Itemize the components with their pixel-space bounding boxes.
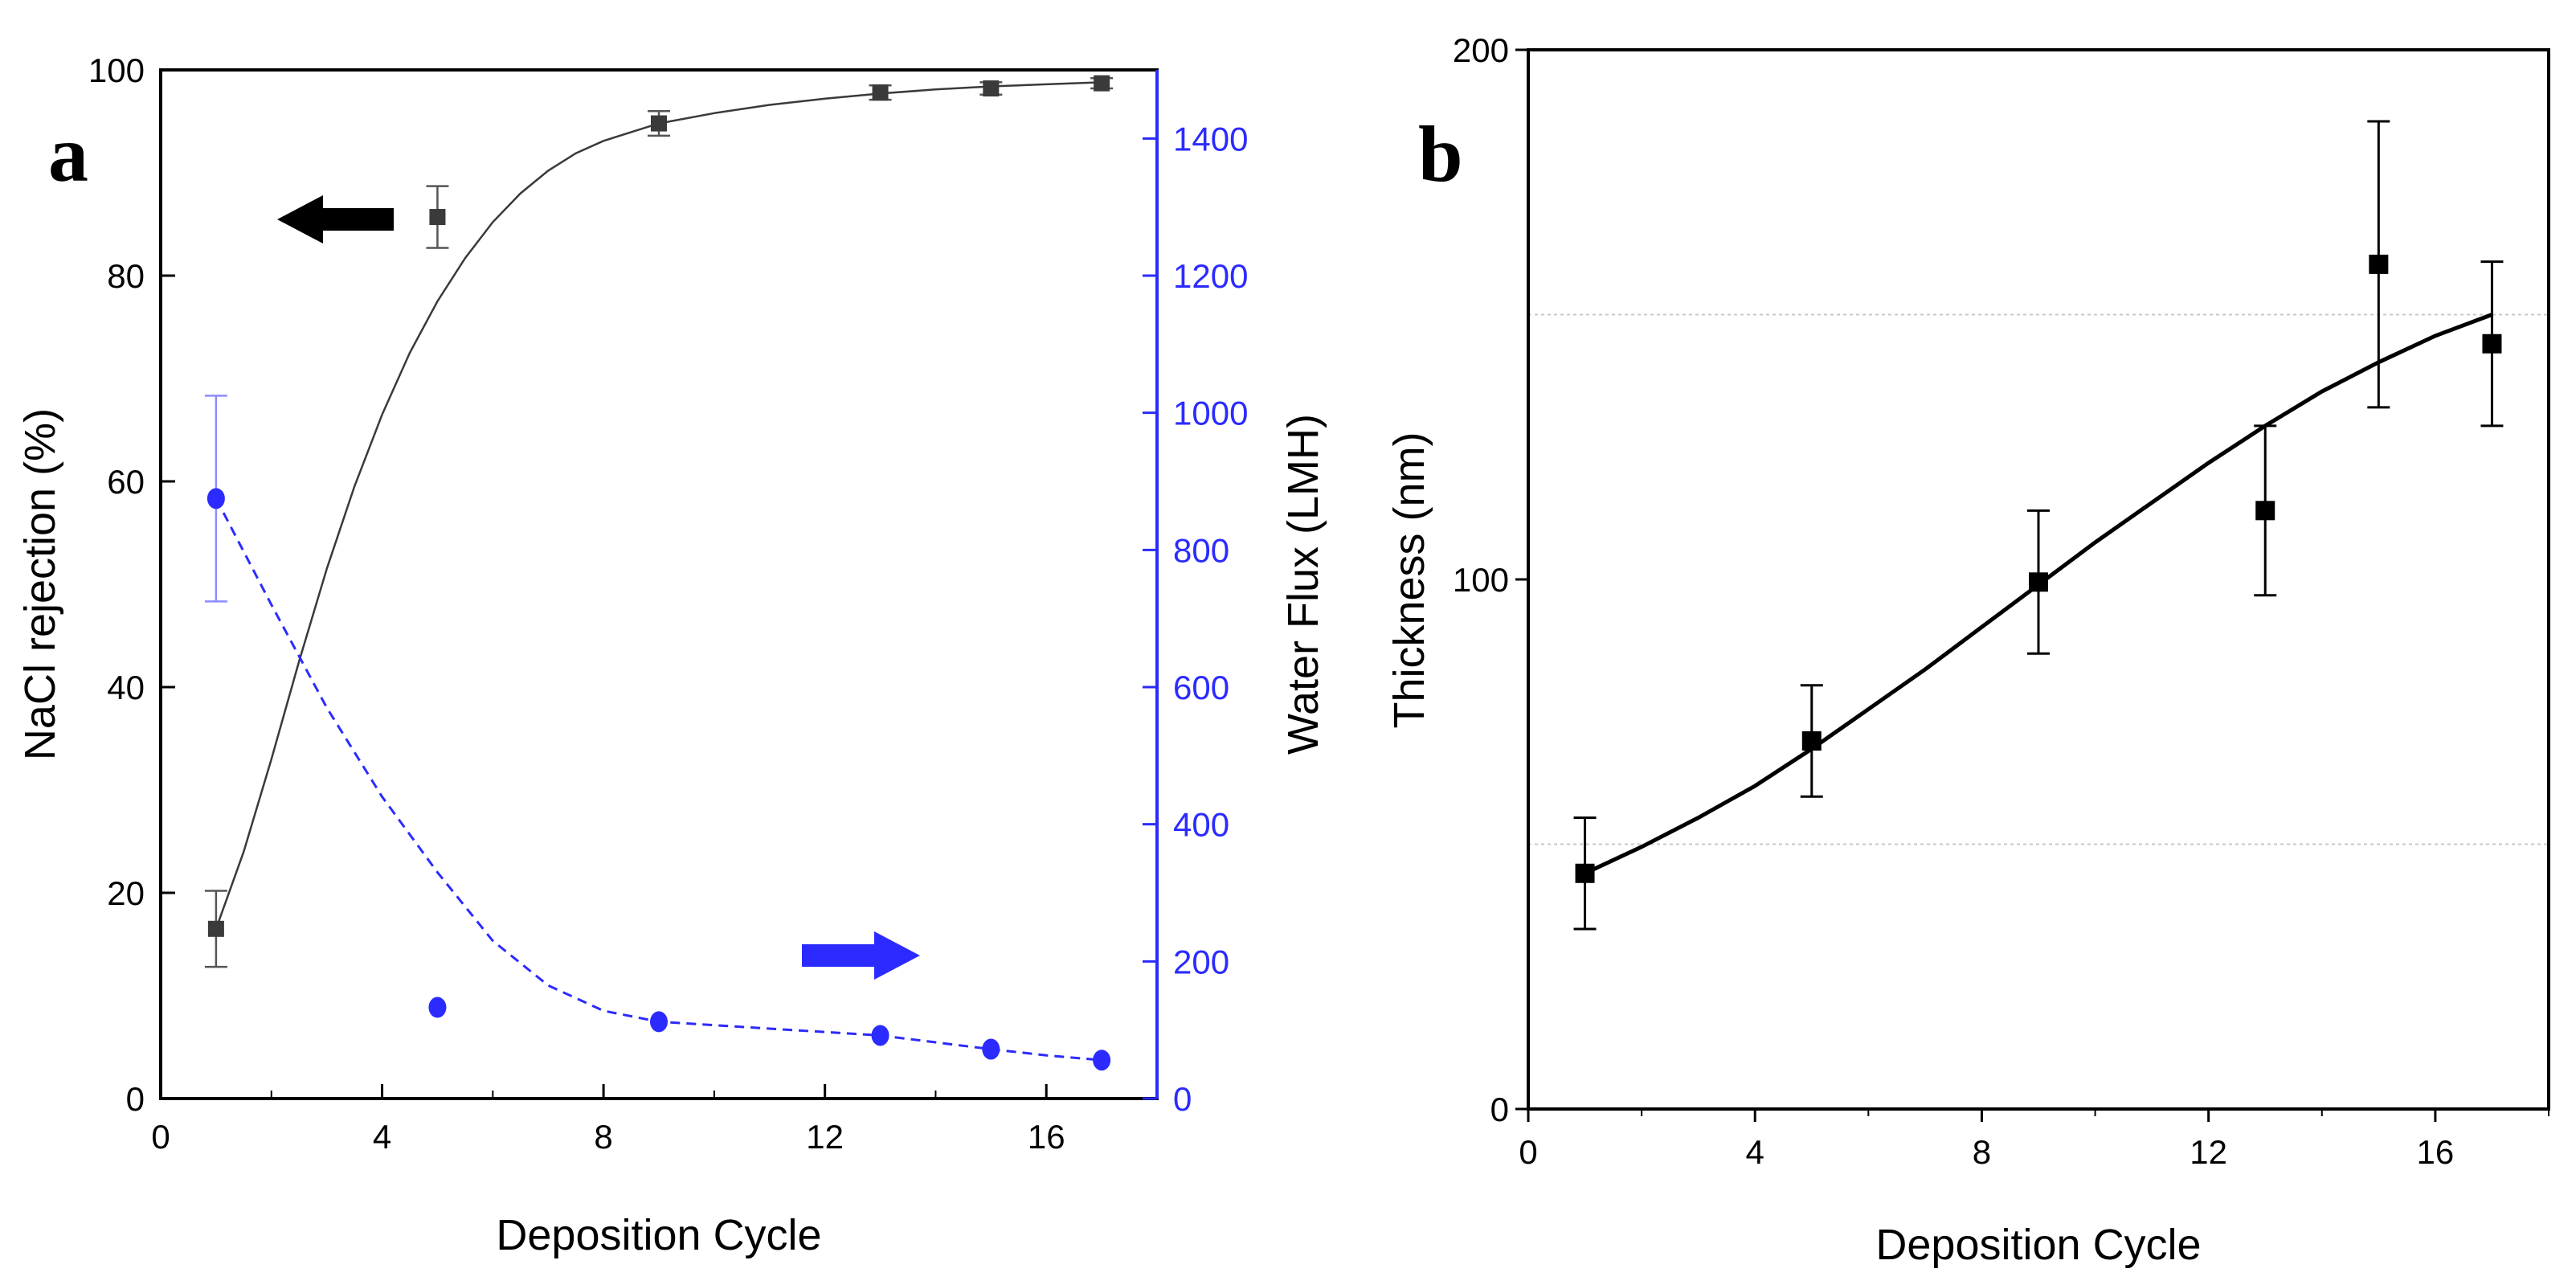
- panel-b-x-axis-title: Deposition Cycle: [1875, 1221, 2201, 1269]
- panel-a-x-ticks: 0 4 8 12 16: [151, 1084, 1065, 1156]
- panel-a-y2-axis-title: Water Flux (LMH): [1279, 414, 1327, 755]
- y-tick-label: 200: [1453, 31, 1509, 69]
- x-tick-label: 0: [1519, 1133, 1537, 1171]
- flux-point: [982, 1038, 1000, 1060]
- rejection-point: [429, 209, 446, 226]
- y-tick-label: 0: [126, 1080, 145, 1118]
- x-tick-label: 12: [2190, 1133, 2227, 1171]
- flux-point: [650, 1011, 668, 1033]
- y-tick-label: 80: [107, 257, 145, 295]
- y2-tick-label: 600: [1173, 669, 1229, 706]
- flux-point: [428, 996, 447, 1018]
- flux-point: [1093, 1050, 1111, 1071]
- thickness-point: [2482, 334, 2502, 354]
- x-tick-label: 8: [594, 1118, 612, 1156]
- panel-b-y-axis-title: Thickness (nm): [1385, 432, 1433, 728]
- rejection-point: [872, 84, 889, 101]
- rejection-point: [207, 920, 224, 937]
- x-tick-label: 16: [1028, 1118, 1065, 1156]
- panel-a-y-axis-title: NaCl rejection (%): [16, 408, 64, 760]
- right-axis-arrow: [802, 931, 920, 980]
- flux-fit-line: [215, 497, 1102, 1062]
- y-tick-label: 100: [88, 51, 145, 89]
- rejection-point: [651, 115, 667, 132]
- rejection-point: [1094, 75, 1110, 92]
- y-tick-label: 60: [107, 463, 145, 501]
- y2-tick-label: 0: [1173, 1080, 1192, 1118]
- panel-a-label: a: [48, 109, 88, 198]
- panel-a-y2-ticks: 0 200 400 600 800 1000 1200 1400: [1143, 70, 1248, 1118]
- x-tick-label: 8: [1973, 1133, 1991, 1171]
- panel-a: a Deposition Cycle NaCl rejection (%) Wa…: [16, 51, 1327, 1259]
- y2-tick-label: 1400: [1173, 120, 1248, 158]
- x-tick-label: 16: [2417, 1133, 2455, 1171]
- rejection-point: [983, 80, 1000, 97]
- y-tick-label: 20: [107, 874, 145, 912]
- y2-tick-label: 1000: [1173, 395, 1248, 432]
- thickness-point: [1575, 863, 1595, 883]
- panel-b-data-points: [1573, 120, 2504, 931]
- y2-tick-label: 400: [1173, 806, 1229, 844]
- y-tick-label: 40: [107, 669, 145, 706]
- flux-point: [206, 488, 225, 509]
- panel-b-label: b: [1418, 109, 1463, 198]
- x-tick-label: 4: [1746, 1133, 1764, 1171]
- panel-a-y-ticks: 0 20 40 60 80 100: [88, 51, 175, 1118]
- flux-point: [871, 1025, 889, 1046]
- thickness-point: [2029, 572, 2048, 592]
- y-tick-label: 100: [1453, 561, 1509, 599]
- panel-b-x-ticks: 0 4 8 12 16: [1519, 1109, 2549, 1171]
- y2-tick-label: 200: [1173, 943, 1229, 980]
- thickness-point: [2369, 254, 2389, 274]
- x-tick-label: 12: [806, 1118, 844, 1156]
- panel-a-data-points: [204, 75, 1114, 1071]
- y-tick-label: 0: [1490, 1091, 1509, 1128]
- panel-a-x-axis-title: Deposition Cycle: [496, 1211, 821, 1259]
- panel-b-y-ticks: 0 100 200: [1453, 31, 1528, 1128]
- thickness-point: [1801, 730, 1822, 751]
- y2-tick-label: 1200: [1173, 257, 1248, 295]
- x-tick-label: 4: [373, 1118, 391, 1156]
- rejection-fit-line: [215, 81, 1102, 930]
- y2-tick-label: 800: [1173, 531, 1229, 569]
- x-tick-label: 0: [151, 1118, 170, 1156]
- panel-b: b Deposition Cycle Thickness (nm) 0 4 8 12 1…: [1385, 31, 2550, 1269]
- thickness-point: [2255, 501, 2275, 521]
- left-axis-arrow: [277, 195, 394, 243]
